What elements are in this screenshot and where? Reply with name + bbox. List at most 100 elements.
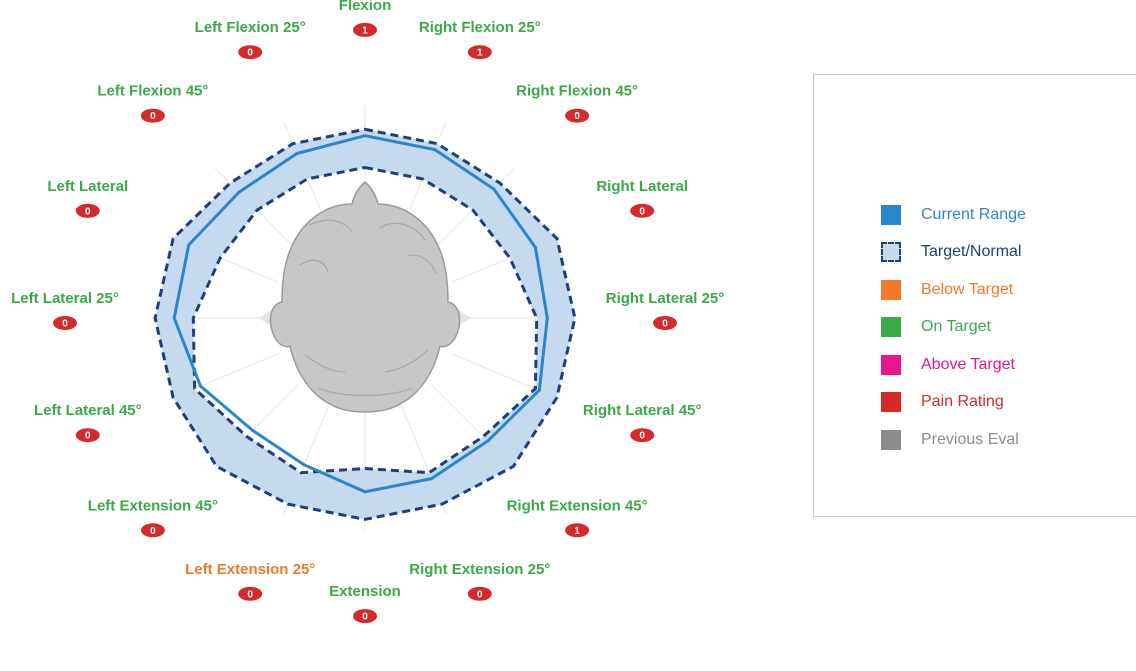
pain-badge — [140, 108, 165, 123]
axis-label: Right Extension 25° — [409, 561, 550, 578]
current-range-point — [302, 463, 306, 467]
current-range-point — [492, 187, 496, 191]
legend-item: Current Range — [881, 196, 1026, 234]
axis-label-group: Left Lateral 45° 0 — [34, 402, 142, 443]
current-range-point — [237, 190, 241, 194]
axis-label: Left Extension 25° — [185, 561, 315, 578]
axis-label: Right Flexion 45° — [516, 83, 638, 100]
pain-badge — [467, 586, 492, 601]
axis-label-group: Right Flexion 45° 0 — [516, 83, 638, 123]
pain-badge — [653, 316, 677, 330]
pain-rating-value: 0 — [150, 111, 156, 122]
legend-item: On Target — [881, 309, 1026, 347]
axis-label: Left Lateral 45° — [34, 402, 142, 419]
current-range-area — [172, 134, 549, 494]
axis-label: Left Extension 45° — [88, 497, 218, 514]
pain-rating-value: 0 — [362, 612, 368, 623]
axis-label: Extension — [329, 583, 401, 600]
current-range-point — [198, 384, 202, 388]
pain-rating-value: 0 — [639, 206, 645, 217]
legend-item: Below Target — [881, 271, 1026, 309]
pain-badge — [75, 203, 100, 218]
axis-label: Flexion — [339, 0, 392, 14]
pain-badge — [140, 523, 165, 538]
current-range-point — [172, 316, 176, 320]
pain-rating-value: 0 — [85, 206, 91, 217]
legend-list: Current Range Target/Normal Below Target On… — [881, 196, 1026, 459]
legend-item: Previous Eval — [881, 421, 1026, 459]
legend-label: Current Range — [921, 205, 1026, 223]
pain-rating-value: 0 — [639, 431, 645, 442]
pain-badge — [53, 316, 77, 330]
current-range-point — [545, 316, 549, 320]
legend-label: Target/Normal — [921, 243, 1022, 261]
pain-badge — [238, 45, 263, 60]
pain-rating-value: 0 — [574, 111, 580, 122]
axis-label-group: Right Extension 25° 0 — [409, 561, 550, 601]
axis-label-group: Left Flexion 25° 0 — [195, 19, 306, 60]
axis-label: Right Flexion 25° — [419, 19, 541, 36]
pain-rating-value: 1 — [362, 25, 368, 36]
legend-label: Below Target — [921, 280, 1014, 298]
pain-badge — [630, 203, 655, 218]
axis-label: Left Lateral 25° — [11, 290, 119, 307]
current-range-point — [433, 148, 437, 152]
legend-swatch — [881, 204, 901, 225]
target-inner-boundary — [191, 165, 539, 475]
pain-badge — [630, 428, 655, 443]
pain-rating-value: 0 — [62, 319, 68, 330]
pain-badge — [565, 523, 590, 538]
axis-label: Right Lateral — [596, 178, 688, 195]
head-top-view-icon — [269, 181, 461, 413]
pain-rating-value: 1 — [477, 48, 483, 59]
pain-badge — [353, 609, 377, 624]
current-range-point — [295, 151, 299, 155]
axis-label-group: Right Lateral 0 — [596, 178, 688, 218]
axis-label-group: Left Lateral 0 — [47, 178, 128, 218]
axis-label-group: Right Lateral 25° 0 — [606, 290, 725, 330]
legend-swatch — [881, 392, 901, 413]
current-range-point — [251, 428, 255, 432]
axis-label-group: Extension 0 — [329, 583, 401, 624]
axis-label-group: Left Flexion 45° 0 — [97, 83, 208, 123]
pain-rating-value: 0 — [247, 589, 253, 600]
axis-label: Left Flexion 25° — [195, 19, 306, 36]
axis-label-group: Right Extension 45° 1 — [507, 497, 648, 538]
legend-swatch — [881, 354, 901, 375]
axis-label-group: Right Flexion 25° 1 — [419, 19, 541, 60]
legend-item: Above Target — [881, 346, 1026, 384]
legend-swatch — [881, 242, 901, 263]
legend-swatch — [881, 429, 901, 450]
axis-label: Right Lateral 25° — [606, 290, 725, 307]
pain-badge — [238, 586, 263, 601]
axis-label: Left Flexion 45° — [97, 83, 208, 100]
pain-rating-value: 0 — [85, 431, 91, 442]
legend-swatch — [881, 317, 901, 338]
pain-rating-value: 0 — [247, 48, 253, 59]
pain-rating-value: 1 — [574, 526, 580, 537]
axis-label-group: Left Extension 45° 0 — [88, 497, 218, 538]
legend-label: Above Target — [921, 355, 1015, 373]
axis-label-group: Left Extension 25° 0 — [185, 561, 315, 601]
legend-label: Previous Eval — [921, 430, 1019, 448]
pain-badge — [565, 108, 590, 123]
legend-label: On Target — [921, 318, 991, 336]
current-range-point — [430, 477, 434, 481]
current-range-point — [363, 134, 367, 138]
legend-item: Target/Normal — [881, 234, 1026, 272]
current-range-point — [486, 439, 490, 443]
axis-label-group: Left Lateral 25° 0 — [11, 290, 119, 330]
pain-badge — [75, 428, 100, 443]
pain-badge — [467, 45, 492, 60]
legend-item: Pain Rating — [881, 384, 1026, 422]
target-outer-boundary — [153, 127, 577, 521]
axis-label: Right Lateral 45° — [583, 402, 702, 419]
axis-label-group: Right Lateral 45° 0 — [583, 402, 702, 443]
pain-rating-value: 0 — [477, 589, 483, 600]
legend-label: Pain Rating — [921, 393, 1004, 411]
current-range-point — [533, 245, 537, 249]
legend-swatch — [881, 279, 901, 300]
axis-label: Right Extension 45° — [507, 497, 648, 514]
